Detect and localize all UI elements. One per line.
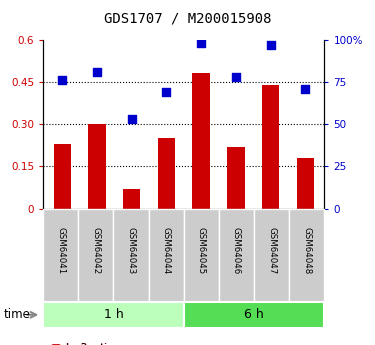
Point (59, 78, 65, 83)
Bar (123, 189, 140, 209)
Text: ■: ■ (51, 343, 60, 345)
Text: GSM64047: GSM64047 (267, 227, 276, 274)
Text: ■  log2 ratio: ■ log2 ratio (51, 343, 113, 345)
Bar (192, 73, 210, 209)
Point (302, 86, 308, 91)
Text: GSM64044: GSM64044 (162, 227, 171, 274)
Bar (262, 85, 279, 209)
Text: GSM64046: GSM64046 (232, 227, 241, 274)
Text: log2 ratio: log2 ratio (66, 343, 112, 345)
Point (94, 69, 100, 75)
Text: GSM64048: GSM64048 (302, 227, 311, 274)
Bar (158, 138, 175, 209)
Point (233, 74, 239, 80)
Text: GDS1707 / M200015908: GDS1707 / M200015908 (104, 12, 271, 26)
Text: 6 h: 6 h (244, 308, 264, 321)
Bar (227, 147, 244, 209)
Point (164, 89, 170, 95)
Text: GSM64041: GSM64041 (56, 227, 65, 274)
Text: GSM64042: GSM64042 (92, 227, 100, 274)
Text: GSM64045: GSM64045 (197, 227, 206, 274)
Point (198, 40, 204, 46)
Point (267, 42, 273, 48)
Bar (54, 144, 71, 209)
Point (129, 116, 135, 122)
Bar (88, 124, 106, 209)
Text: GSM64043: GSM64043 (126, 227, 135, 274)
Text: 1 h: 1 h (104, 308, 123, 321)
Text: time: time (4, 308, 31, 321)
Bar (297, 158, 314, 209)
